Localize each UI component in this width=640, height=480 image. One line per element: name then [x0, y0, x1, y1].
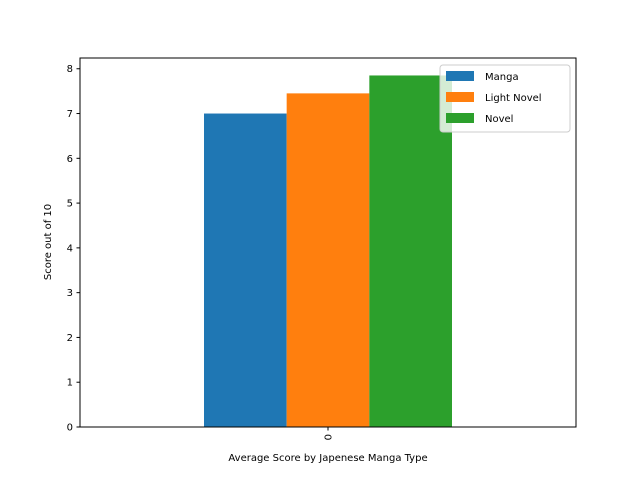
y-tick-label: 4 [67, 243, 73, 254]
x-tick-label: 0 [324, 434, 335, 440]
legend-swatch [446, 113, 474, 123]
legend-swatch [446, 71, 474, 81]
y-tick-label: 1 [67, 378, 73, 389]
legend-label: Manga [485, 72, 519, 83]
y-axis-label: Score out of 10 [43, 204, 54, 280]
x-axis: 0 [324, 427, 335, 440]
legend-swatch [446, 92, 474, 102]
plot-frame [79, 57, 577, 428]
legend-label: Novel [485, 114, 513, 125]
y-tick-label: 8 [67, 64, 73, 75]
y-tick-label: 5 [67, 199, 73, 210]
y-tick-label: 6 [67, 154, 73, 165]
bars-group [204, 75, 452, 428]
y-tick-label: 7 [67, 109, 73, 120]
y-tick-label: 3 [67, 288, 73, 299]
bar-novel [369, 75, 452, 427]
x-axis-label: Average Score by Japenese Manga Type [228, 453, 427, 464]
bar-manga [204, 113, 287, 428]
y-axis: 0 1 2 3 4 5 6 7 8 [67, 64, 80, 434]
y-tick-label: 2 [67, 333, 73, 344]
legend-label: Light Novel [485, 93, 542, 104]
y-tick-label: 0 [67, 423, 73, 434]
bar-light-novel [286, 93, 370, 427]
legend: Manga Light Novel Novel [439, 64, 571, 133]
